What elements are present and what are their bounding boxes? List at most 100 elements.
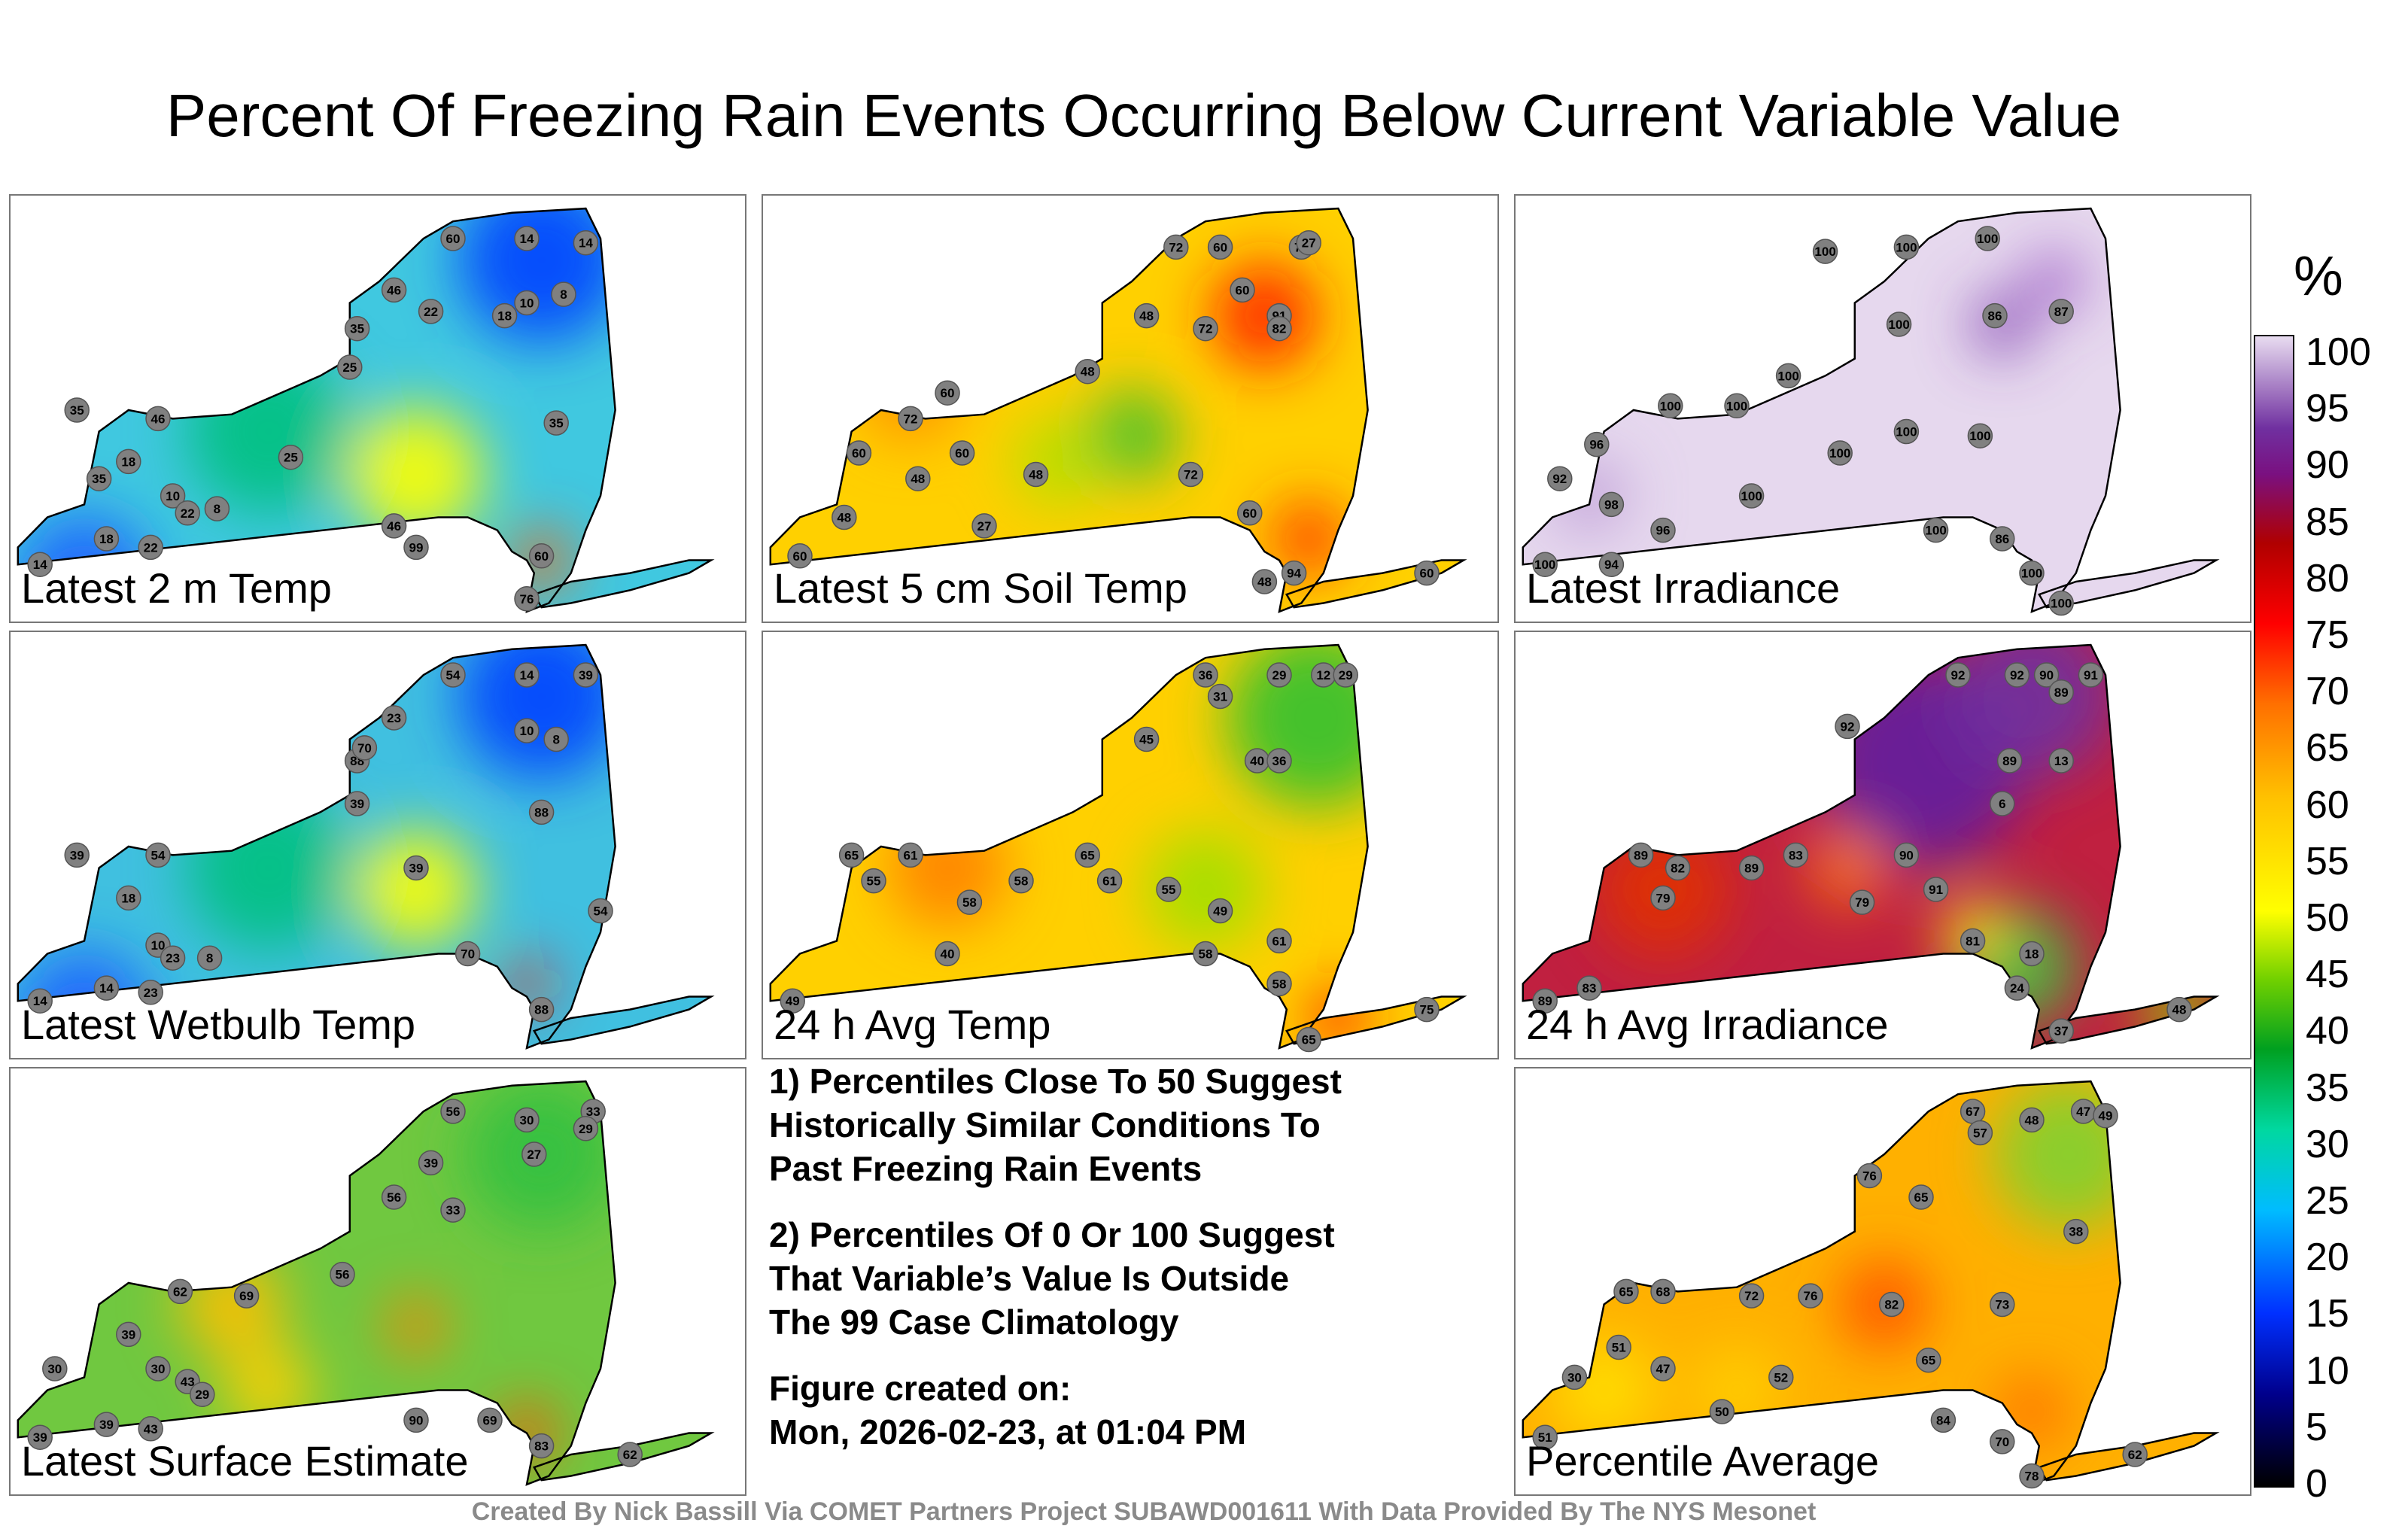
station-value: 22 <box>144 540 158 555</box>
station-marker: 54 <box>145 842 171 868</box>
station-value: 39 <box>121 1327 135 1342</box>
station-marker: 39 <box>27 1424 53 1450</box>
station-marker: 27 <box>1296 229 1321 256</box>
station-marker: 38 <box>2063 1218 2089 1245</box>
station-value: 39 <box>424 1156 438 1170</box>
station-value: 56 <box>387 1190 401 1205</box>
colorbar-tick-label: 80 <box>2306 556 2349 600</box>
station-marker: 73 <box>1990 1291 2015 1318</box>
station-value: 29 <box>579 1122 593 1136</box>
colorbar-tick-label: 30 <box>2306 1122 2349 1166</box>
station-marker: 86 <box>1990 526 2015 552</box>
station-value: 60 <box>1420 567 1434 581</box>
station-marker: 18 <box>491 302 518 329</box>
station-value: 89 <box>1744 862 1759 876</box>
station-marker: 60 <box>1414 560 1440 586</box>
station-marker: 51 <box>1532 1424 1558 1450</box>
station-value: 30 <box>47 1362 62 1376</box>
station-marker: 35 <box>543 410 569 436</box>
station-marker: 91 <box>2078 662 2104 688</box>
station-value: 92 <box>1841 719 1855 734</box>
station-value: 100 <box>1969 429 1990 443</box>
colorbar-tick-label: 60 <box>2306 783 2349 827</box>
station-marker: 29 <box>1333 662 1358 688</box>
station-marker: 96 <box>1584 431 1610 457</box>
station-value: 60 <box>955 446 969 460</box>
station-value: 86 <box>1988 309 2002 324</box>
station-value: 58 <box>1014 874 1029 889</box>
station-marker: 37 <box>2048 1018 2074 1044</box>
station-value: 29 <box>1339 668 1353 682</box>
created-line: Figure created on: <box>769 1369 1072 1408</box>
station-value: 39 <box>99 1418 114 1432</box>
station-value: 99 <box>409 540 424 555</box>
shading-blob <box>1810 830 1885 906</box>
station-marker: 31 <box>1207 683 1233 710</box>
colorbar-tick-label: 25 <box>2306 1179 2349 1223</box>
long-island-outline <box>532 995 715 1045</box>
station-value: 48 <box>1029 468 1043 482</box>
station-marker: 76 <box>1856 1163 1883 1189</box>
station-marker: 82 <box>1266 315 1292 342</box>
station-value: 22 <box>181 506 195 521</box>
station-marker: 89 <box>1738 855 1765 881</box>
station-value: 60 <box>1242 506 1257 521</box>
shading-blob <box>1949 645 2115 780</box>
station-value: 23 <box>144 986 158 1000</box>
station-marker: 58 <box>1193 941 1218 967</box>
station-marker: 91 <box>1923 877 1949 902</box>
station-value: 10 <box>151 938 166 953</box>
station-marker: 18 <box>116 885 141 911</box>
colorbar-tick-label: 45 <box>2306 953 2349 997</box>
station-marker: 72 <box>898 406 923 432</box>
panel-label: Percentile Average <box>1526 1437 1880 1485</box>
station-value: 10 <box>520 724 534 738</box>
station-value: 47 <box>2076 1105 2090 1119</box>
station-marker: 83 <box>528 1433 555 1459</box>
station-value: 68 <box>1656 1284 1671 1299</box>
station-value: 46 <box>387 283 401 297</box>
station-marker: 27 <box>971 513 997 539</box>
station-value: 27 <box>1302 236 1316 251</box>
station-value: 8 <box>206 951 213 965</box>
station-marker: 100 <box>1893 234 1920 260</box>
station-value: 94 <box>1604 558 1619 572</box>
station-marker: 18 <box>2019 941 2045 967</box>
station-marker: 65 <box>1916 1347 1941 1373</box>
station-value: 48 <box>911 472 925 486</box>
station-marker: 96 <box>1650 517 1676 543</box>
station-marker: 58 <box>956 889 983 915</box>
colorbar-tick-label: 90 <box>2306 443 2349 488</box>
panel-label: 24 h Avg Temp <box>774 1001 1051 1048</box>
colorbar-tick-label: 100 <box>2306 330 2371 374</box>
station-marker: 100 <box>1724 393 1750 419</box>
station-value: 69 <box>239 1289 254 1303</box>
station-value: 82 <box>1884 1298 1899 1312</box>
station-marker: 62 <box>617 1442 643 1467</box>
shading-blob <box>1212 263 1318 369</box>
station-marker: 39 <box>93 1412 120 1437</box>
station-marker: 70 <box>351 735 378 761</box>
station-value: 79 <box>1855 895 1869 910</box>
station-value: 60 <box>534 549 549 564</box>
station-value: 70 <box>357 741 372 755</box>
station-value: 72 <box>1169 240 1183 254</box>
station-marker: 23 <box>160 945 186 971</box>
station-value: 100 <box>1977 232 1998 246</box>
station-marker: 54 <box>588 898 613 924</box>
station-value: 90 <box>2039 668 2054 682</box>
station-value: 89 <box>2054 685 2069 700</box>
station-marker: 84 <box>1930 1407 1956 1433</box>
station-value: 48 <box>2172 1003 2187 1017</box>
station-marker: 67 <box>1960 1099 1986 1124</box>
station-value: 18 <box>99 532 114 546</box>
station-marker: 51 <box>1606 1334 1631 1360</box>
station-marker: 58 <box>1008 868 1034 894</box>
station-marker: 35 <box>64 397 90 423</box>
station-value: 100 <box>2051 597 2072 611</box>
station-marker: 14 <box>514 662 540 688</box>
station-value: 94 <box>1287 567 1301 581</box>
station-value: 10 <box>520 296 534 311</box>
